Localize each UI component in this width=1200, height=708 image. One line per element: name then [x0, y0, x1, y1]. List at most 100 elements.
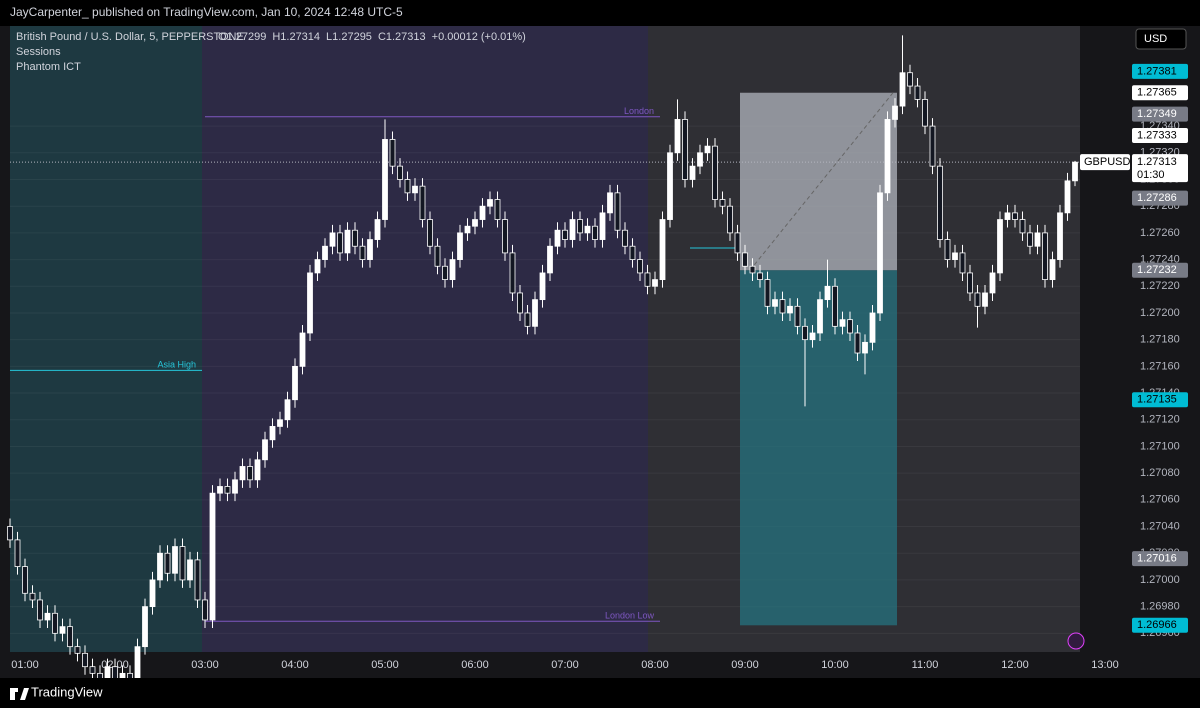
level-label: London Low [605, 611, 655, 621]
candle-body [802, 325, 808, 341]
indicator: Sessions [16, 46, 61, 58]
ohlc-value: C1.27313 [378, 31, 426, 43]
candle-body [652, 279, 658, 287]
price-badge-label: 1.27381 [1137, 65, 1177, 77]
x-tick-label: 11:00 [912, 659, 939, 671]
candle-body [299, 332, 306, 367]
logo [10, 688, 29, 700]
y-tick-label: 1.27040 [1140, 520, 1180, 532]
candle-body [689, 165, 696, 180]
price-badge-label: 1.27349 [1137, 108, 1177, 120]
candle-body [1034, 232, 1041, 247]
candle-body [989, 272, 996, 294]
candle-body [494, 199, 501, 220]
london-session [202, 22, 648, 652]
x-tick-label: 13:00 [1091, 659, 1119, 671]
candle-body [817, 299, 823, 334]
candle-body [577, 219, 583, 234]
candle-body [367, 239, 373, 260]
candle-body [37, 599, 43, 621]
candle-body [59, 626, 66, 634]
candle-body [389, 139, 396, 167]
candle-body [1004, 212, 1011, 220]
candle-body [824, 285, 831, 301]
candle-body [269, 426, 276, 441]
candle-body [982, 292, 988, 307]
candle-body [382, 139, 388, 220]
candle-body [539, 272, 546, 301]
asia-session [10, 22, 202, 652]
candle-body [1049, 259, 1056, 281]
candle-body [284, 399, 291, 421]
candle-body [487, 199, 493, 207]
candle-body [997, 219, 1003, 274]
candle-body [742, 252, 748, 267]
indicator: Phantom ICT [16, 61, 81, 73]
plot: 1.269601.269801.270001.270201.270401.270… [7, 35, 1188, 695]
candle-body [614, 192, 621, 231]
candle-body [644, 272, 651, 287]
y-tick-label: 1.27060 [1140, 494, 1180, 506]
candle-body [914, 85, 921, 100]
price-badge [1132, 63, 1188, 79]
x-tick-label: 04:00 [281, 659, 309, 671]
price-badge [1132, 392, 1188, 408]
price-badge [1132, 551, 1188, 567]
candle-body [727, 205, 733, 234]
candle-body [937, 165, 943, 240]
currency-button[interactable] [1135, 28, 1187, 50]
level-label: Asia High [157, 360, 196, 370]
alert-icon[interactable] [1067, 632, 1085, 650]
current-badge [1132, 154, 1188, 183]
current-price: 1.27313 [1137, 156, 1177, 168]
price-badge-label: 1.27135 [1137, 394, 1177, 406]
level-label: London [624, 106, 654, 116]
candle-body [862, 341, 868, 354]
currency[interactable]: USD [1144, 33, 1167, 45]
candle-body [569, 219, 576, 240]
candle-body [697, 152, 703, 167]
instrument: British Pound / U.S. Dollar, 5, PEPPERST… [16, 31, 244, 43]
candle-body [412, 185, 418, 194]
candle-body [52, 612, 58, 634]
candle-body [442, 265, 448, 281]
candle-body [82, 652, 88, 668]
candle-body [502, 219, 508, 254]
candle-body [1064, 180, 1071, 214]
price-badge-label: 1.27016 [1137, 552, 1177, 564]
candle-body [89, 666, 96, 674]
candle-body [779, 299, 786, 314]
price-badge-label: 1.27333 [1137, 129, 1177, 141]
ohlc-value: H1.27314 [272, 31, 320, 43]
x-tick-label: 12:00 [1001, 659, 1029, 671]
candle-body [344, 229, 351, 254]
price-badge-label: 1.27232 [1137, 264, 1177, 276]
candle-body [959, 252, 966, 274]
candle-body [232, 479, 238, 494]
candle-body [682, 119, 688, 180]
candle-body [974, 292, 981, 307]
candle-body [772, 299, 778, 307]
candle-body [532, 299, 538, 327]
candle-body [209, 492, 216, 621]
candle-body [329, 232, 336, 247]
candle-body [719, 199, 726, 207]
x-tick-label: 09:00 [731, 659, 759, 671]
price-badge [1132, 106, 1188, 122]
candle-body [659, 219, 666, 281]
candle-body [562, 229, 568, 240]
candle-body [757, 272, 763, 281]
candle-body [14, 539, 21, 567]
candle-body [749, 265, 756, 274]
candle-body [374, 219, 381, 240]
candle-body [194, 559, 201, 601]
candle-body [479, 205, 486, 220]
candle-body [74, 646, 81, 654]
candle-body [584, 225, 591, 234]
candle-body [202, 599, 208, 621]
candle-body [472, 219, 478, 227]
candle-body [1019, 219, 1026, 234]
change: +0.00012 (+0.01%) [432, 31, 526, 43]
candle-body [1072, 161, 1078, 182]
candle-body [674, 119, 681, 154]
